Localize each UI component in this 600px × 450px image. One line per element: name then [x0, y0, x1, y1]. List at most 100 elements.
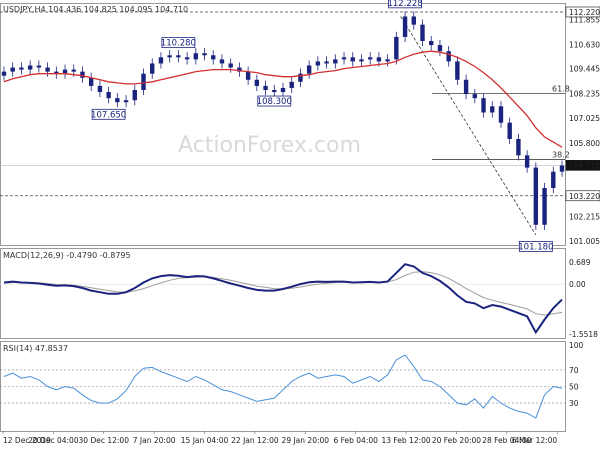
price-tick-label: 105.800: [569, 139, 600, 148]
price-layer: 61.8 38.2 107.650 110.280 108.300 112.228 101.…: [0, 0, 600, 252]
x-tick-label: 22 Jan 12:00: [231, 436, 279, 445]
price-annotation-box: [518, 241, 553, 252]
candle-body: [446, 51, 451, 62]
x-tick-label: 30 Dec 12:00: [79, 436, 130, 445]
price-annotation-label: 110.280: [161, 39, 196, 49]
price-tick-label: 102.215: [569, 212, 600, 221]
candle-body: [45, 67, 50, 72]
rsi-tick-label: 30: [569, 399, 579, 408]
rsi-line: [3, 354, 563, 419]
candle-body: [36, 65, 42, 68]
candle-body: [324, 61, 329, 64]
fib-label: 38.2: [552, 150, 570, 159]
price-annotation-label: 112.228: [387, 0, 422, 9]
candle-body: [237, 67, 242, 72]
price-annotation-box: [91, 108, 126, 120]
candle-body: [420, 24, 425, 41]
rsi-layer: 100 70 50 30: [0, 341, 584, 419]
candle-body: [472, 94, 478, 99]
x-tick-label: 13 Feb 12:00: [381, 436, 430, 445]
candle-body: [542, 188, 547, 225]
macd-tick-label: 0.00: [569, 280, 586, 289]
price-tick-label: 107.025: [569, 114, 600, 123]
candle-body: [150, 63, 155, 74]
candle-body: [341, 57, 347, 60]
candle-body: [211, 55, 216, 60]
price-annotation-box: [388, 0, 422, 9]
candle-body: [141, 73, 146, 91]
price-tag-box: [565, 160, 600, 171]
candle-body: [184, 57, 190, 60]
price-panel-frame: [0, 3, 566, 246]
x-tick-label: 6 Mar 12:00: [512, 436, 558, 445]
macd-tick-label: -1.5518: [569, 330, 598, 339]
x-tick-label: 20 Feb 20:00: [432, 436, 481, 445]
price-annotation-box: [161, 37, 196, 49]
candle-body: [333, 59, 338, 64]
candle-body: [245, 71, 251, 80]
candle-body: [228, 63, 233, 68]
price-header: USDJPY,H4 104.436 104.825 104.095 104.71…: [3, 5, 188, 14]
candle-body: [298, 73, 303, 82]
macd-signal-line: [3, 271, 563, 316]
moving-average-line: [3, 50, 563, 148]
candle-body: [10, 67, 15, 72]
candle-body: [559, 165, 565, 172]
candle-body: [219, 59, 225, 64]
candle-body: [376, 57, 382, 62]
candle-body: [71, 69, 76, 72]
price-tick-label: 110.630: [569, 40, 600, 49]
candle-body: [263, 85, 268, 91]
candle-body: [80, 71, 85, 78]
candle-body: [280, 87, 286, 93]
candle-body: [97, 85, 103, 93]
price-tick-label: 108.235: [569, 89, 600, 98]
candle-body: [272, 90, 277, 93]
price-annotation-label: 107.650: [91, 110, 126, 120]
candle-body: [123, 100, 129, 103]
candle-body: [551, 171, 556, 189]
macd-tick-label: 0.689: [569, 258, 591, 267]
price-annotation-label: 108.300: [257, 97, 292, 107]
price-tag-box: [565, 6, 600, 18]
x-tick-label: 29 Jan 20:00: [282, 436, 330, 445]
candle-body: [411, 16, 416, 25]
price-tick-label: 111.855: [569, 15, 600, 24]
candle-body: [524, 155, 530, 168]
candle-body: [176, 55, 181, 58]
price-tick-label: 112.220: [569, 8, 600, 17]
candle-body: [533, 167, 539, 225]
x-tick-label: 20 Dec 04:00: [28, 436, 79, 445]
price-tag-box: [565, 190, 600, 202]
rsi-tick-label: 70: [569, 366, 579, 375]
fib-label: 61.8: [552, 84, 570, 93]
price-tick-label: 103.220: [569, 192, 600, 201]
candle-body: [367, 57, 373, 60]
candle-body: [132, 90, 137, 101]
macd-header: MACD(12,26,9) -0.4790 -0.8795: [3, 251, 131, 260]
candle-body: [19, 67, 24, 70]
price-tick-label: 104.710: [569, 161, 600, 170]
price-tick-label: 109.445: [569, 65, 600, 74]
macd-panel-frame: [0, 248, 566, 339]
candle-body: [62, 69, 68, 74]
rsi-tick-label: 50: [569, 383, 579, 392]
x-tick-label: 7 Jan 20:00: [133, 436, 176, 445]
candle-body: [516, 139, 521, 156]
candle-body: [490, 106, 495, 113]
candle-body: [289, 81, 294, 88]
rsi-header: RSI(14) 47.8537: [3, 344, 68, 353]
candle-body: [315, 61, 321, 66]
rsi-tick-label: 100: [569, 341, 584, 350]
candle-body: [88, 77, 94, 86]
price-annotation-label: 101.180: [518, 242, 553, 252]
candle-body: [306, 65, 312, 74]
candle-body: [254, 79, 260, 86]
x-tick-label: 15 Jan 04:00: [181, 436, 229, 445]
candle-body: [158, 57, 164, 64]
x-tick-label: 28 Feb 04:00: [482, 436, 531, 445]
x-tick-label: 12 Dec 2019: [3, 436, 51, 445]
price-annotation-box: [257, 95, 292, 107]
